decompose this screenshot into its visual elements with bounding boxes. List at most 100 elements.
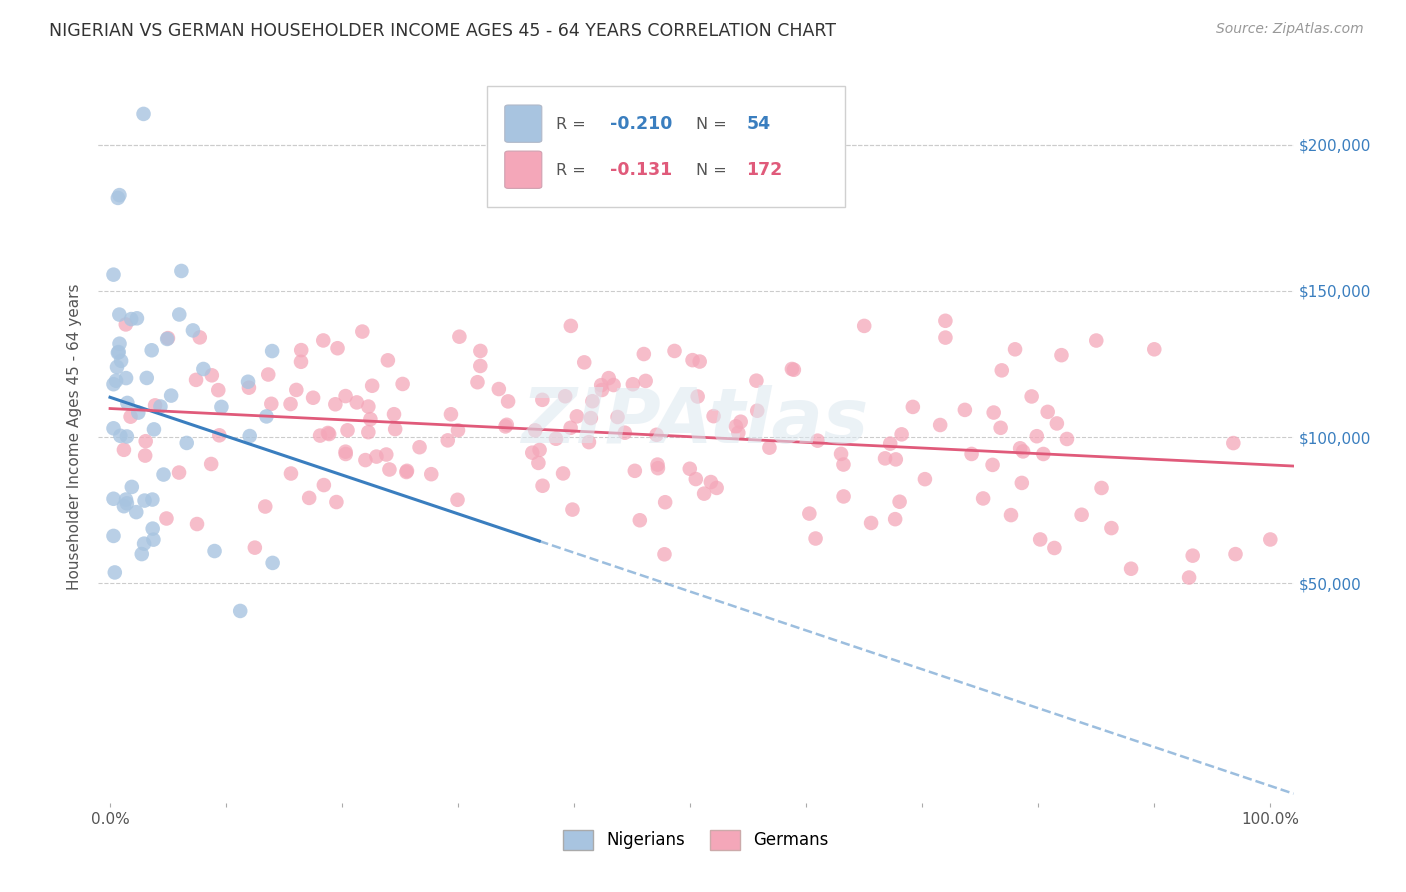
Point — [103, 268, 125, 282]
Text: R =: R = — [557, 117, 591, 131]
Point — [1099, 521, 1122, 535]
Point — [470, 343, 492, 358]
Point — [127, 406, 149, 420]
Point — [879, 436, 901, 450]
Point — [112, 499, 135, 513]
Point — [186, 516, 208, 531]
Point — [1046, 417, 1069, 431]
Point — [689, 354, 711, 368]
Point — [682, 353, 704, 368]
Point — [929, 417, 952, 432]
Point — [377, 353, 399, 368]
Point — [395, 464, 418, 478]
Point — [408, 440, 430, 454]
Text: -0.210: -0.210 — [610, 115, 672, 133]
Point — [257, 368, 280, 382]
Point — [1090, 481, 1112, 495]
Point — [560, 318, 582, 333]
Point — [1178, 570, 1201, 584]
Point — [628, 513, 651, 527]
Point — [522, 445, 544, 459]
Point — [633, 347, 655, 361]
Point — [565, 409, 588, 424]
Text: NIGERIAN VS GERMAN HOUSEHOLDER INCOME AGES 45 - 64 YEARS CORRELATION CHART: NIGERIAN VS GERMAN HOUSEHOLDER INCOME AG… — [49, 22, 837, 40]
Point — [1036, 405, 1059, 419]
Point — [1050, 348, 1073, 362]
Point — [645, 427, 668, 442]
Point — [354, 453, 377, 467]
Y-axis label: Householder Income Ages 45 - 64 years: Householder Income Ages 45 - 64 years — [67, 284, 83, 591]
Point — [318, 427, 340, 442]
Point — [326, 341, 349, 355]
Point — [254, 500, 277, 514]
Point — [527, 456, 550, 470]
Point — [204, 544, 226, 558]
Point — [1025, 429, 1047, 443]
Point — [990, 363, 1012, 377]
Point — [156, 331, 179, 345]
Point — [804, 532, 827, 546]
Point — [496, 394, 519, 409]
Point — [142, 533, 165, 547]
Point — [115, 492, 138, 507]
Point — [176, 436, 198, 450]
Point — [357, 400, 380, 414]
Point — [467, 375, 489, 389]
Point — [960, 447, 983, 461]
Point — [143, 398, 166, 412]
Point — [745, 374, 768, 388]
Point — [449, 329, 471, 343]
Point — [647, 458, 669, 472]
Point — [352, 325, 374, 339]
Text: 172: 172 — [747, 161, 782, 179]
Point — [1032, 447, 1054, 461]
Point — [832, 490, 855, 504]
Point — [560, 421, 582, 435]
Point — [1056, 432, 1078, 446]
Point — [1222, 436, 1244, 450]
Text: N =: N = — [696, 117, 733, 131]
Point — [654, 547, 676, 561]
Point — [561, 502, 583, 516]
Point — [686, 390, 709, 404]
Point — [901, 400, 924, 414]
Point — [115, 371, 138, 385]
Point — [108, 188, 131, 202]
Point — [470, 359, 492, 373]
Point — [378, 462, 401, 476]
Point — [114, 318, 136, 332]
Point — [346, 395, 368, 409]
Point — [132, 536, 155, 550]
Point — [193, 362, 215, 376]
Point — [375, 448, 398, 462]
Point — [181, 323, 204, 337]
Point — [103, 421, 125, 435]
Point — [184, 373, 207, 387]
Point — [302, 391, 325, 405]
Point — [156, 332, 179, 346]
Point — [447, 423, 470, 437]
Point — [117, 396, 139, 410]
Point — [884, 452, 907, 467]
FancyBboxPatch shape — [505, 151, 541, 188]
Point — [953, 403, 976, 417]
Point — [108, 336, 131, 351]
Point — [384, 422, 406, 436]
Point — [914, 472, 936, 486]
Point — [357, 425, 380, 439]
Point — [112, 442, 135, 457]
Point — [120, 312, 142, 326]
Point — [134, 449, 156, 463]
Point — [121, 480, 143, 494]
Point — [579, 411, 602, 425]
Point — [359, 412, 381, 426]
Point — [312, 478, 335, 492]
Point — [613, 425, 636, 440]
Point — [243, 541, 266, 555]
Point — [873, 451, 896, 466]
Point — [135, 371, 157, 385]
Point — [239, 429, 262, 443]
Text: -0.131: -0.131 — [610, 161, 672, 179]
Point — [700, 475, 723, 489]
Point — [524, 423, 547, 437]
